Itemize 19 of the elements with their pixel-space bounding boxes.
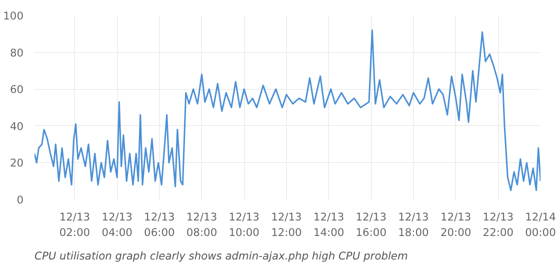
x-tick-label: 12/13 08:00 [186, 210, 218, 240]
y-tick-label: 20 [10, 156, 24, 170]
y-tick-label: 40 [10, 120, 24, 133]
x-tick-label: 12/13 22:00 [482, 210, 514, 240]
x-tick-label: 12/14 00:00 [525, 210, 556, 240]
x-tick-label: 12/13 18:00 [398, 210, 430, 240]
x-tick-label: 12/13 20:00 [440, 210, 472, 240]
y-tick-label: 60 [10, 83, 24, 96]
x-tick-label: 12/13 04:00 [102, 210, 133, 240]
x-tick-label: 12/13 10:00 [228, 210, 260, 240]
y-tick-label: 80 [10, 46, 24, 60]
x-tick-label: 12/13 12:00 [271, 210, 302, 240]
x-tick-label: 12/13 16:00 [356, 210, 387, 240]
x-tick-label: 12/13 02:00 [59, 210, 90, 240]
y-tick-label: 100 [3, 10, 24, 22]
text: CPU utilisation graph clearly shows admin-ajax.php high CPU problem [34, 250, 408, 262]
x-tick-label: 12/13 06:00 [144, 210, 175, 240]
x-tick-label: 12/13 14:00 [313, 210, 344, 240]
y-tick-label: 0 [16, 194, 24, 206]
